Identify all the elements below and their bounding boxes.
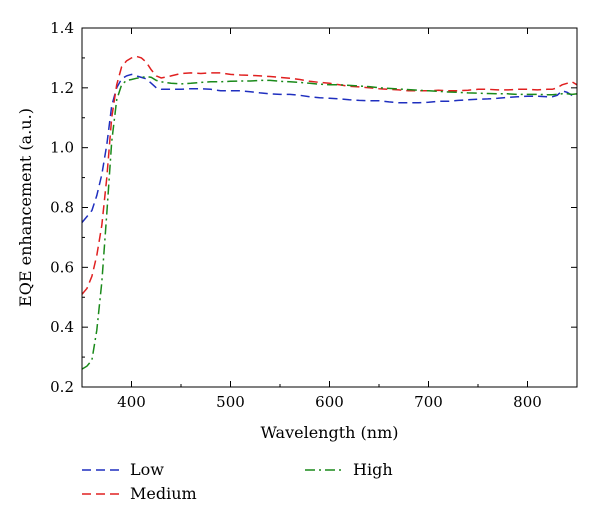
legend-label-medium: Medium (130, 484, 197, 503)
legend-label-high: High (353, 460, 393, 479)
x-tick-label: 800 (513, 393, 542, 411)
x-tick-label: 400 (117, 393, 146, 411)
series-line-high (81, 75, 578, 370)
x-axis-label: Wavelength (nm) (260, 423, 398, 442)
y-axis-ticks: 0.2 0.4 0.6 0.8 1.0 1.2 1.4 (50, 19, 577, 396)
x-tick-label: 600 (315, 393, 344, 411)
series-line-low (81, 73, 578, 223)
x-tick-label: 500 (216, 393, 245, 411)
y-tick-label: 1.2 (50, 79, 74, 97)
legend-label-low: Low (130, 460, 164, 479)
y-tick-label: 0.2 (50, 378, 74, 396)
plot-lines (81, 55, 578, 370)
legend: Low Medium High (82, 460, 393, 503)
plot-frame (81, 27, 578, 388)
y-tick-label: 1.4 (50, 19, 74, 37)
y-tick-label: 1.0 (50, 139, 74, 157)
x-tick-label: 700 (414, 393, 443, 411)
y-tick-label: 0.4 (50, 318, 74, 336)
x-axis-ticks: 400 500 600 700 800 (81, 28, 578, 411)
series-line-medium (81, 55, 578, 295)
y-tick-label: 0.8 (50, 199, 74, 217)
y-tick-label: 0.6 (50, 258, 74, 276)
y-axis-label: EQE enhancement (a.u.) (16, 108, 35, 307)
